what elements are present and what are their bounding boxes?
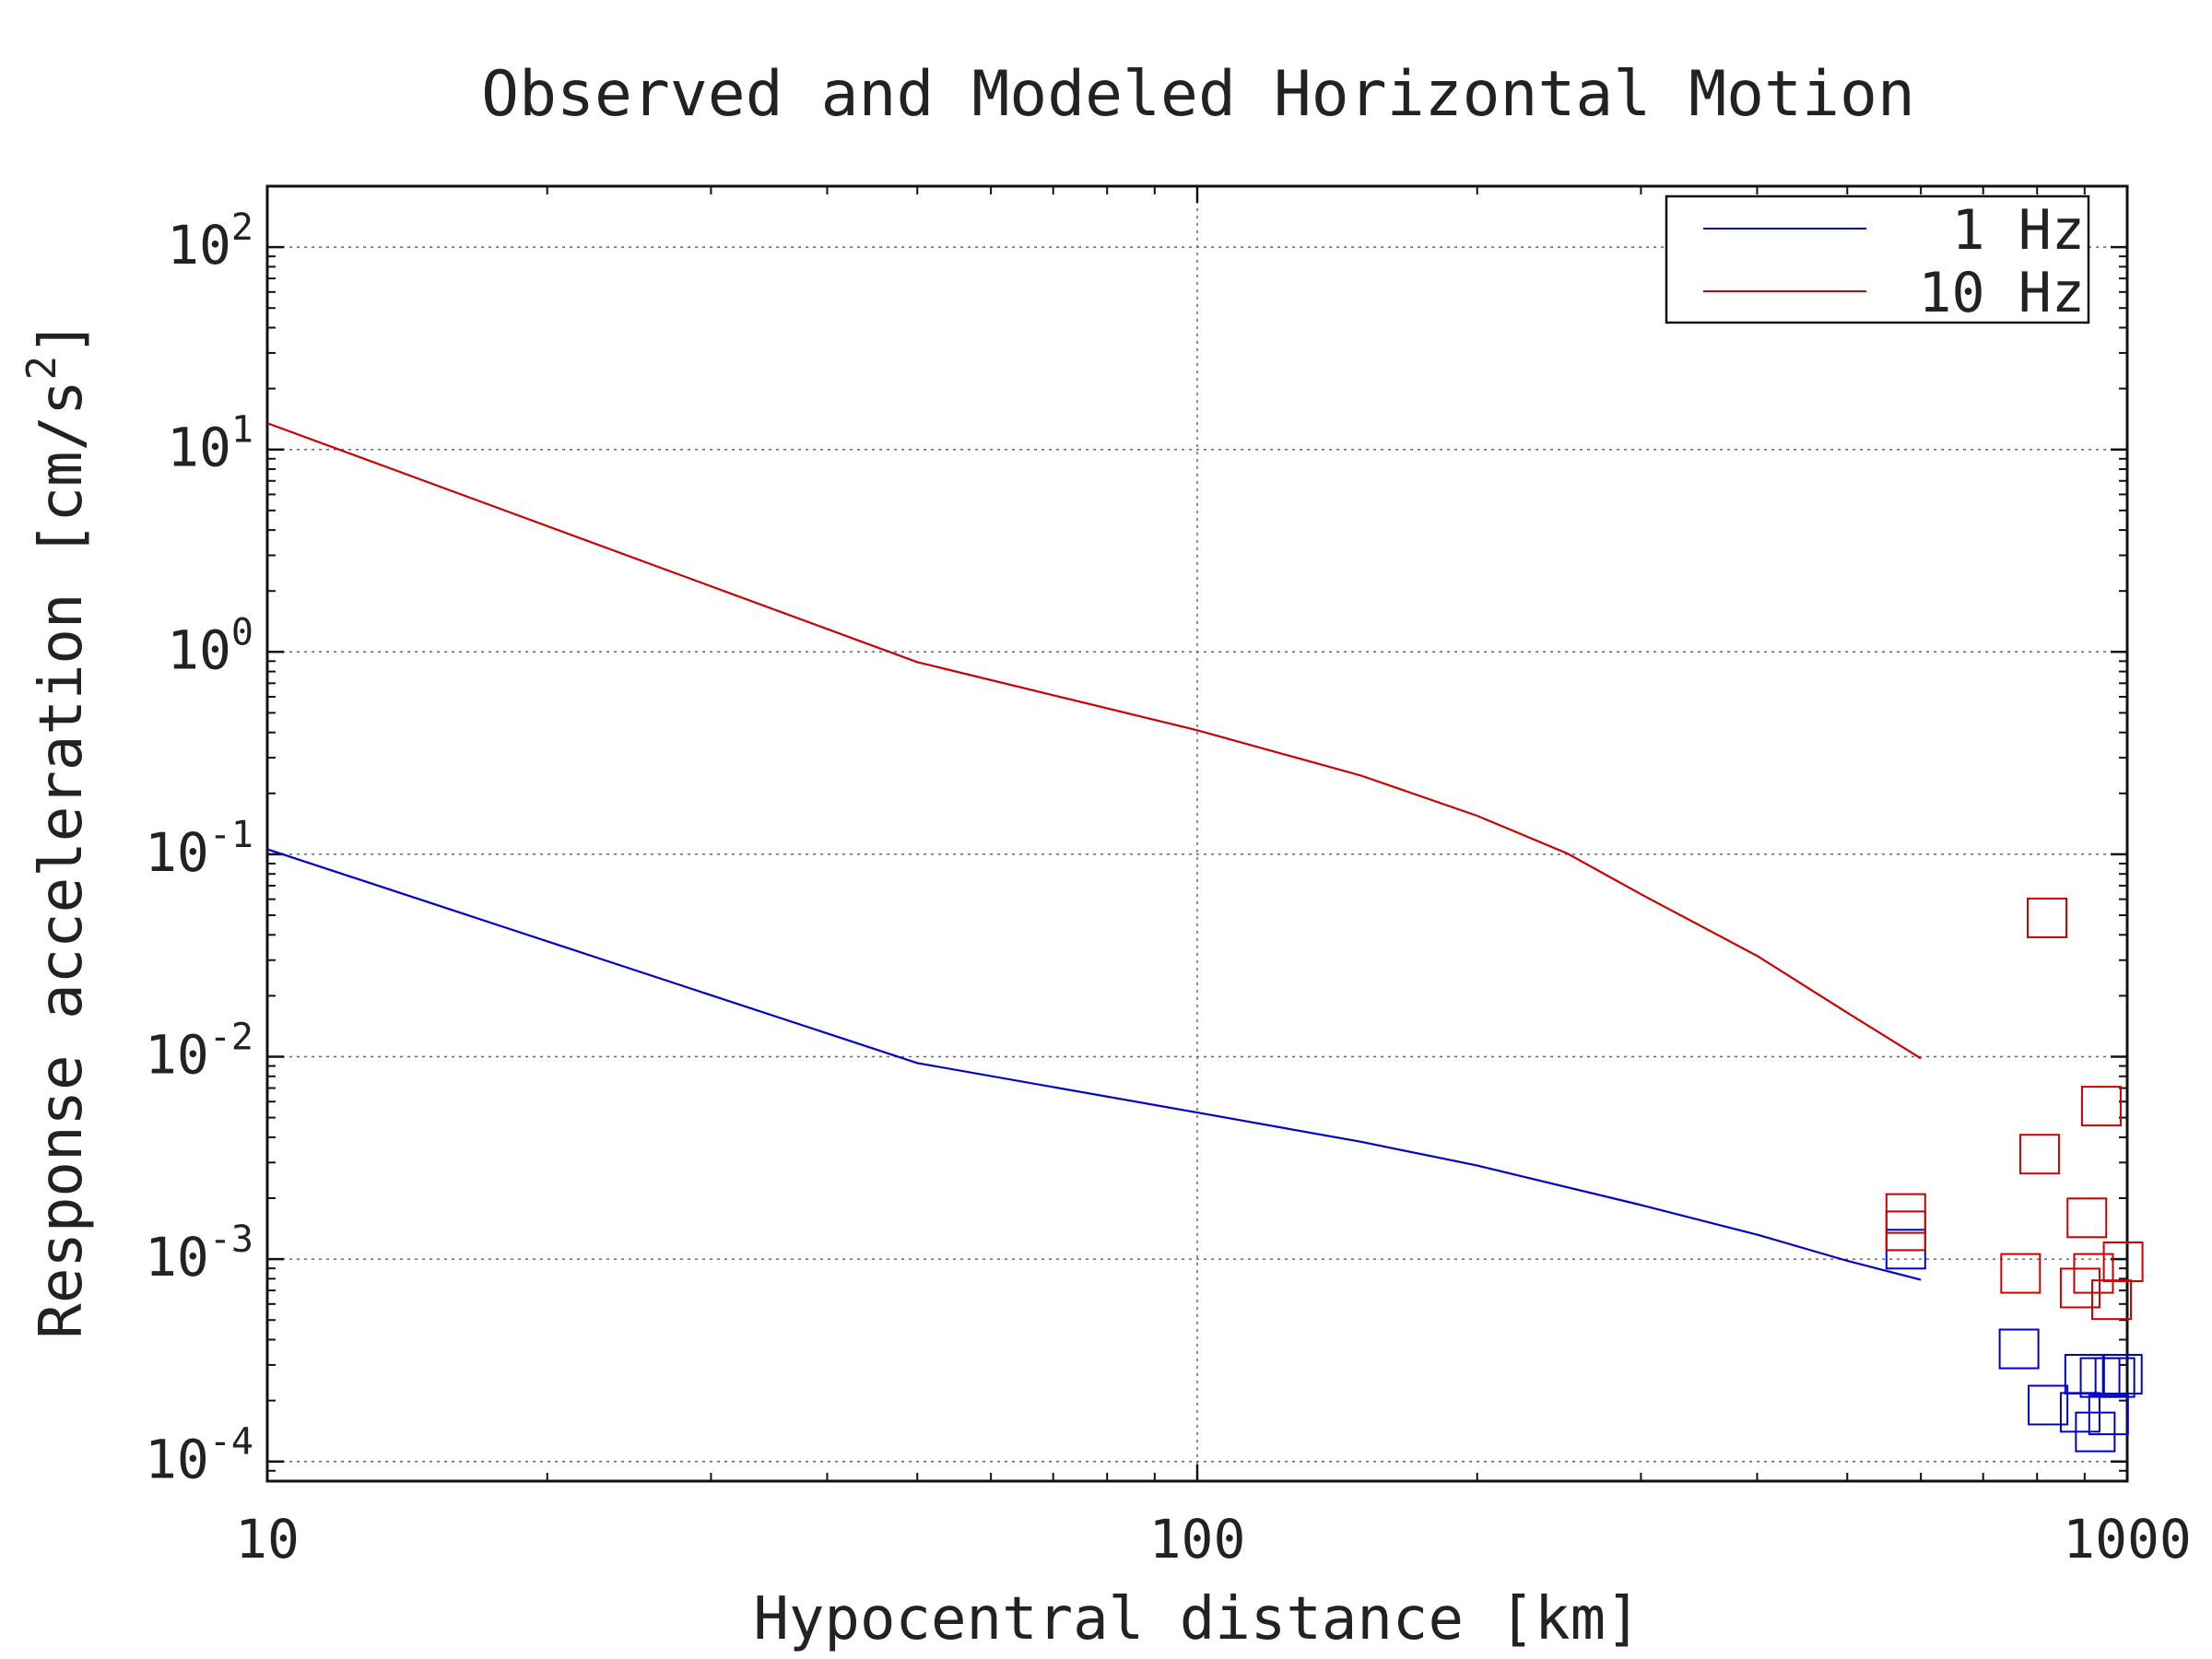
y-axis-label-sup: 2 (18, 356, 65, 381)
x-tick-labels: 10 100 1000 (235, 1508, 2192, 1571)
observed-point-1hz (2088, 1394, 2129, 1436)
observed-markers (1885, 897, 2144, 1453)
observed-point-1hz (2101, 1353, 2143, 1394)
legend-label-10hz: 10 Hz (1918, 261, 2085, 325)
x-tick-label: 100 (1149, 1508, 1246, 1571)
series-line-10hz (266, 422, 1922, 1060)
observed-point-10hz (2091, 1279, 2133, 1321)
x-tick-label: 1000 (2063, 1508, 2192, 1571)
observed-point-10hz (2080, 1086, 2122, 1127)
observed-point-10hz (2066, 1197, 2108, 1239)
observed-point-10hz (2073, 1253, 2114, 1294)
y-tick-labels: 10-4 10-3 10-2 10-1 100 101 102 (145, 206, 253, 1491)
x-tick-label: 10 (235, 1508, 300, 1571)
y-tick-label: 10-4 (145, 1421, 253, 1491)
y-tick-label: 10-2 (145, 1017, 253, 1087)
x-axis-label: Hypocentral distance [km] (753, 1585, 1641, 1653)
observed-point-10hz (2059, 1267, 2100, 1309)
series-line-1hz (266, 848, 1922, 1281)
observed-point-1hz (2094, 1357, 2136, 1398)
y-axis-label-end: ] (28, 320, 96, 356)
observed-point-10hz (1885, 1193, 1926, 1234)
legend-box (1665, 194, 2090, 324)
observed-point-1hz (1885, 1229, 1926, 1270)
observed-point-1hz (1998, 1328, 2040, 1370)
y-tick-label: 10-1 (145, 814, 253, 884)
grid (266, 186, 2128, 1481)
observed-point-1hz (2079, 1357, 2121, 1398)
observed-point-1hz (2064, 1353, 2105, 1394)
observed-point-10hz (2018, 1134, 2060, 1175)
observed-point-10hz (2027, 897, 2068, 938)
y-axis-label: Response acceleration [cm/s2] (18, 320, 96, 1338)
y-tick-label: 10-3 (145, 1218, 253, 1288)
observed-point-10hz (1885, 1210, 1926, 1252)
legend: 1 Hz 10 Hz (1665, 194, 2090, 325)
observed-point-10hz (2102, 1241, 2144, 1283)
observed-point-10hz (2000, 1253, 2041, 1294)
observed-point-1hz (2075, 1411, 2116, 1453)
axis-ticks (265, 185, 2129, 1482)
y-tick-label: 101 (167, 409, 253, 479)
chart-title: Observed and Modeled Horizontal Motion (481, 58, 1915, 131)
series-lines (266, 422, 1922, 1281)
legend-label-1hz: 1 Hz (1952, 198, 2086, 263)
observed-point-1hz (2028, 1384, 2069, 1426)
y-axis-label-main: Response acceleration [cm/s (28, 380, 96, 1338)
y-tick-label: 100 (167, 611, 253, 681)
y-tick-label: 102 (167, 206, 253, 276)
